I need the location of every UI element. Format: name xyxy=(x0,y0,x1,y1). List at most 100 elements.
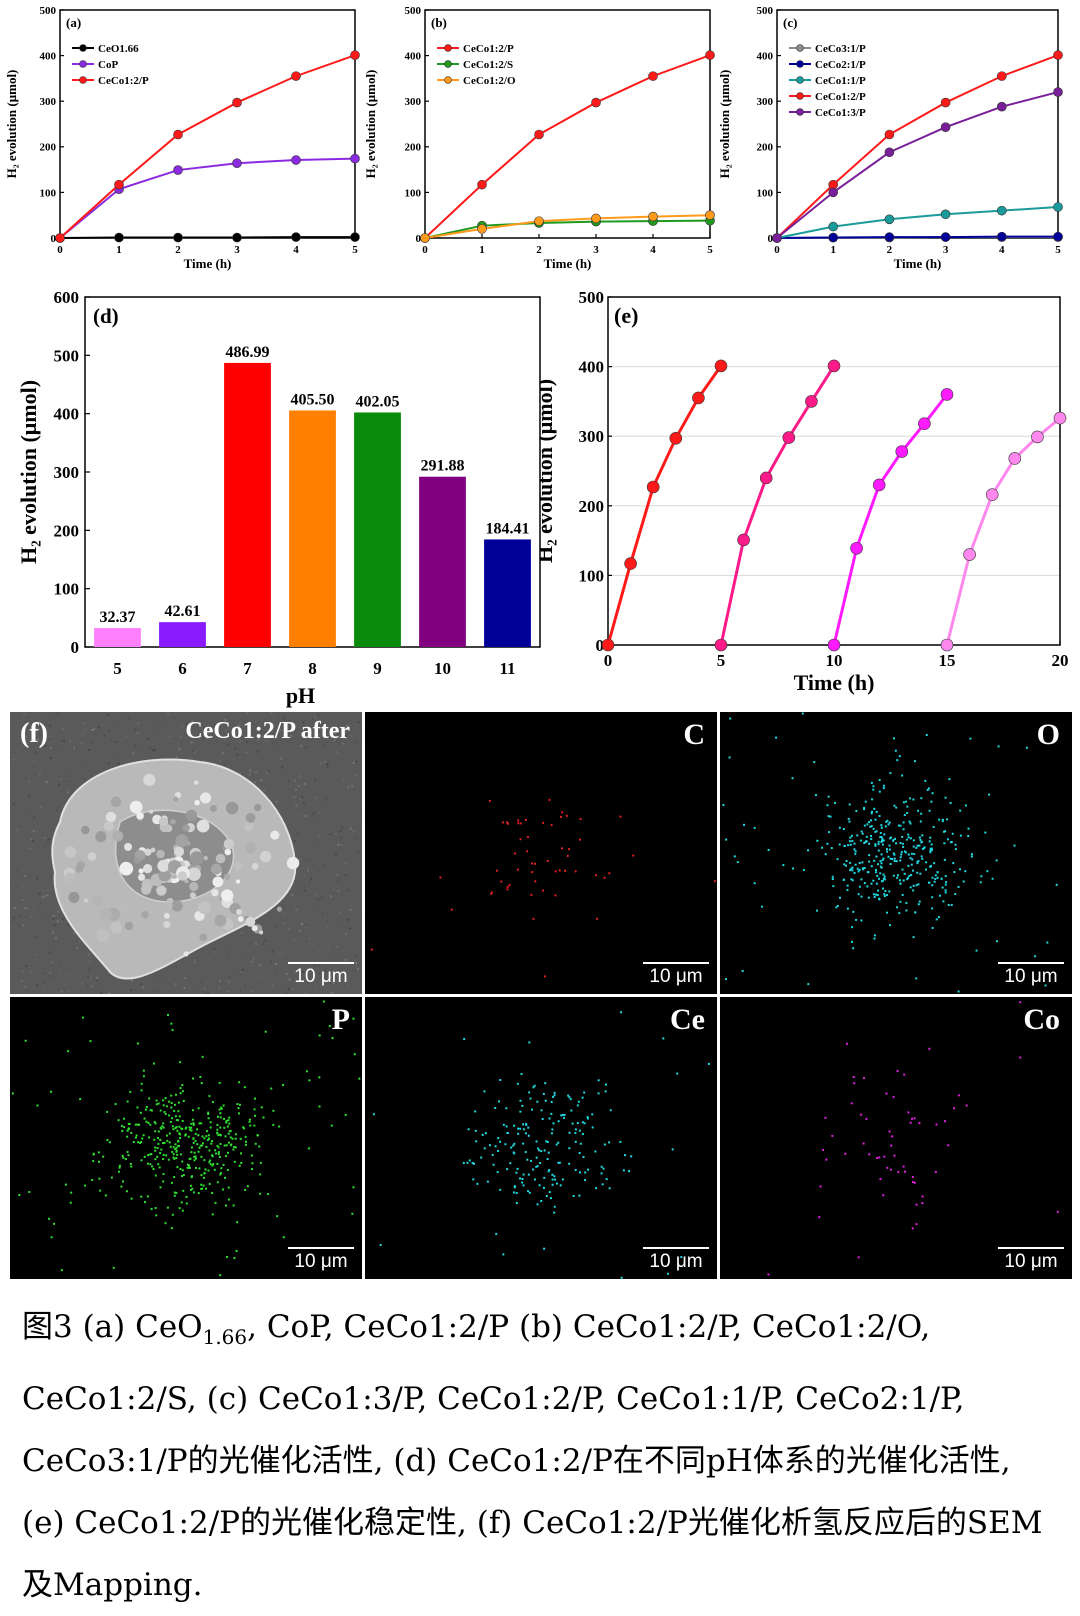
element-dot xyxy=(196,1128,198,1130)
element-dot xyxy=(144,1156,146,1158)
particle-texture xyxy=(125,922,133,930)
sem-noise xyxy=(126,740,128,742)
element-dot xyxy=(837,905,839,907)
element-dot xyxy=(495,1145,497,1147)
data-point xyxy=(828,360,840,372)
element-dot xyxy=(224,1145,226,1147)
element-dot xyxy=(530,1098,532,1100)
sem-noise xyxy=(131,979,133,981)
element-dot xyxy=(519,1177,521,1179)
element-dot xyxy=(119,1167,121,1169)
element-dot xyxy=(868,1153,870,1155)
element-dot xyxy=(240,1152,242,1154)
element-dot xyxy=(176,1147,178,1149)
element-dot xyxy=(159,1139,161,1141)
element-dot xyxy=(899,879,901,881)
sem-noise xyxy=(30,838,32,840)
element-dot xyxy=(251,1168,253,1170)
panel-letter: (d) xyxy=(93,304,119,328)
particle-texture xyxy=(277,907,282,912)
element-dot xyxy=(323,1001,325,1003)
particle-texture xyxy=(92,895,103,906)
element-dot xyxy=(881,840,883,842)
sem-noise xyxy=(270,961,272,963)
element-dot xyxy=(208,1117,210,1119)
element-dot xyxy=(851,835,853,837)
sem-noise xyxy=(128,717,130,719)
y-tick-label: 400 xyxy=(757,50,774,62)
sem-noise xyxy=(81,742,83,744)
data-point xyxy=(670,432,682,444)
element-dot xyxy=(875,856,877,858)
particle-texture xyxy=(120,902,129,911)
element-dot xyxy=(89,1040,91,1042)
sem-noise xyxy=(344,959,346,961)
sem-noise xyxy=(268,934,270,936)
element-dot xyxy=(562,1178,564,1180)
element-dot xyxy=(844,1153,846,1155)
element-dot xyxy=(163,1104,165,1106)
element-dot xyxy=(879,872,881,874)
element-dot xyxy=(568,1163,570,1165)
y-tick-label: 400 xyxy=(579,358,605,377)
element-dot xyxy=(890,1169,892,1171)
bar xyxy=(224,363,271,647)
element-dot xyxy=(583,1092,585,1094)
element-dot xyxy=(506,821,508,823)
x-tick-label: 11 xyxy=(499,659,515,678)
element-dot xyxy=(865,1118,867,1120)
sem-noise xyxy=(51,962,53,964)
element-dot xyxy=(489,1144,491,1146)
element-dot xyxy=(160,1110,162,1112)
data-point xyxy=(715,639,727,651)
element-dot xyxy=(896,860,898,862)
sem-noise xyxy=(282,913,284,915)
element-dot xyxy=(929,840,931,842)
element-dot xyxy=(233,1204,235,1206)
element-dot xyxy=(884,895,886,897)
sem-noise xyxy=(28,814,30,816)
sem-noise xyxy=(155,715,157,717)
element-dot xyxy=(198,1122,200,1124)
sem-noise xyxy=(219,965,221,967)
element-dot xyxy=(169,1132,171,1134)
sem-noise xyxy=(304,815,306,817)
sem-noise xyxy=(52,918,54,920)
element-dot xyxy=(216,1132,218,1134)
element-dot xyxy=(526,850,528,852)
sem-noise xyxy=(224,764,226,766)
element-dot xyxy=(557,1162,559,1164)
element-dot xyxy=(902,869,904,871)
particle-texture xyxy=(163,921,170,928)
sem-noise xyxy=(204,758,206,760)
x-tick-label: 5 xyxy=(717,651,726,670)
sem-noise xyxy=(43,987,45,989)
element-dot xyxy=(145,1121,147,1123)
sem-noise xyxy=(345,833,347,835)
sem-noise xyxy=(162,982,164,984)
sem-noise xyxy=(255,772,257,774)
element-dot xyxy=(552,1184,554,1186)
element-dot xyxy=(943,831,945,833)
sem-noise xyxy=(194,959,196,961)
sem-noise xyxy=(305,924,307,926)
tile-label: P xyxy=(332,1003,350,1037)
element-dot xyxy=(319,1034,321,1036)
sem-noise xyxy=(173,719,175,721)
sem-noise xyxy=(282,917,284,919)
element-dot xyxy=(955,848,957,850)
element-dot xyxy=(853,1076,855,1078)
element-dot xyxy=(175,1157,177,1159)
sem-noise xyxy=(289,769,291,771)
legend-entry: CeCo1:2/P xyxy=(98,75,149,87)
element-dot xyxy=(522,1123,524,1125)
element-dot xyxy=(832,885,834,887)
sem-noise xyxy=(300,747,302,749)
element-dot xyxy=(149,1163,151,1165)
sem-noise xyxy=(228,981,230,983)
legend-entry: CeCo1:2/P xyxy=(463,43,514,55)
sem-noise xyxy=(73,932,75,934)
element-dot xyxy=(203,1137,205,1139)
chart-d: 010020030040050060032.37542.616486.99740… xyxy=(0,285,550,710)
element-dot xyxy=(523,1174,525,1176)
